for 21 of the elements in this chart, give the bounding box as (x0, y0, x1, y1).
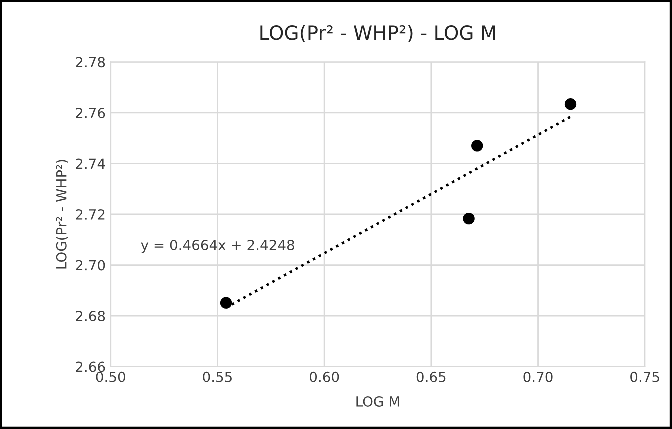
point (463, 212, 475, 225)
point (472, 140, 484, 152)
x-tick-label: 0.50 (96, 372, 126, 382)
annotation: y = 0.4664x + 2.4248 (141, 240, 294, 254)
chart-title: LOG(Pr² - WHP²) - LOG M (260, 25, 496, 43)
x-tick-label: 0.60 (310, 372, 340, 382)
y-axis-title: LOG(Pr² - WHP²) (56, 160, 68, 269)
x-tick-label: 0.65 (416, 372, 446, 382)
point (220, 297, 232, 309)
y-tick-label: 2.66 (76, 362, 106, 372)
point (564, 98, 577, 110)
x-tick-label: 0.55 (203, 372, 232, 382)
y-tick-label: 2.68 (76, 311, 106, 322)
y-tick-label: 2.72 (76, 209, 105, 220)
y-tick-label: 2.70 (76, 260, 106, 271)
x-axis-title: LOG M (356, 396, 400, 407)
y-tick-label: 2.78 (76, 57, 106, 68)
y-tick-label: 2.74 (76, 158, 106, 170)
y-tick-label: 2.76 (76, 108, 106, 118)
x-tick-label: 0.75 (630, 372, 660, 382)
x-tick-label: 0.70 (524, 372, 553, 382)
